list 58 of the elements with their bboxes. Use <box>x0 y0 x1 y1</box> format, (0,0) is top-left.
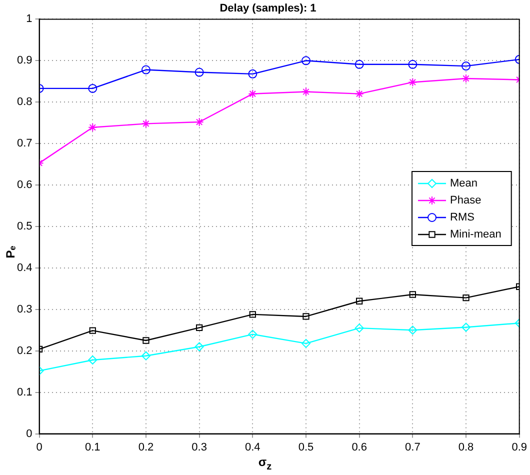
point <box>462 322 471 332</box>
chart-title: Delay (samples): 1 <box>220 2 316 15</box>
y-tick-label: 0.6 <box>16 179 32 192</box>
point <box>354 89 364 98</box>
x-axis-title: σ$_{z}$ <box>257 455 273 472</box>
y-tick-label: 0.5 <box>16 220 32 233</box>
y-tick-label: 0.2 <box>16 344 32 357</box>
point <box>462 294 470 302</box>
point <box>301 56 310 66</box>
point <box>408 60 418 69</box>
y-axis-title: Pₑ <box>3 246 18 258</box>
x-tick-label: 0.8 <box>458 441 474 454</box>
point <box>302 313 310 320</box>
legend-label: Mini-mean <box>450 228 502 241</box>
y-tick-label: 0.8 <box>16 96 32 108</box>
point <box>88 84 98 93</box>
point <box>301 338 310 348</box>
point <box>408 326 418 335</box>
point <box>301 87 310 96</box>
y-tick-label: 0 <box>26 428 32 440</box>
point <box>88 122 98 132</box>
y-tick-label: 1 <box>26 13 32 26</box>
x-tick-label: 0.5 <box>298 441 314 454</box>
point <box>194 68 204 77</box>
point <box>194 342 204 352</box>
x-tick-label: 0.4 <box>245 441 260 454</box>
point <box>142 337 150 344</box>
x-tick-label: 0.9 <box>512 441 528 454</box>
x-tick-label: 0.6 <box>352 441 367 454</box>
x-tick-label: 0.1 <box>84 441 100 454</box>
point <box>248 69 258 78</box>
point <box>354 324 364 333</box>
x-tick-label: 0.2 <box>138 441 154 454</box>
point <box>141 119 150 128</box>
legend-label: RMS <box>450 212 474 224</box>
point <box>408 78 418 87</box>
point <box>89 327 96 334</box>
point <box>409 291 416 298</box>
point <box>196 324 203 331</box>
point <box>249 311 256 318</box>
y-tick-label: 0.7 <box>16 138 32 150</box>
y-tick-label: 0.4 <box>16 262 32 274</box>
y-tick-label: 0.9 <box>16 54 32 67</box>
x-tick-label: 0.7 <box>405 441 420 454</box>
point <box>141 65 150 74</box>
point <box>248 330 258 339</box>
point <box>88 356 98 364</box>
legend-label: Phase <box>450 194 482 207</box>
y-tick-label: 0.3 <box>16 303 32 316</box>
point <box>248 89 258 98</box>
point <box>141 351 150 360</box>
x-tick-label: 0.3 <box>192 441 207 454</box>
x-tick-label: 0 <box>36 441 42 454</box>
point <box>354 60 364 69</box>
y-tick-label: 0.1 <box>16 386 32 398</box>
point <box>462 62 471 71</box>
point <box>356 298 363 304</box>
legend-label: Mean <box>450 178 478 190</box>
